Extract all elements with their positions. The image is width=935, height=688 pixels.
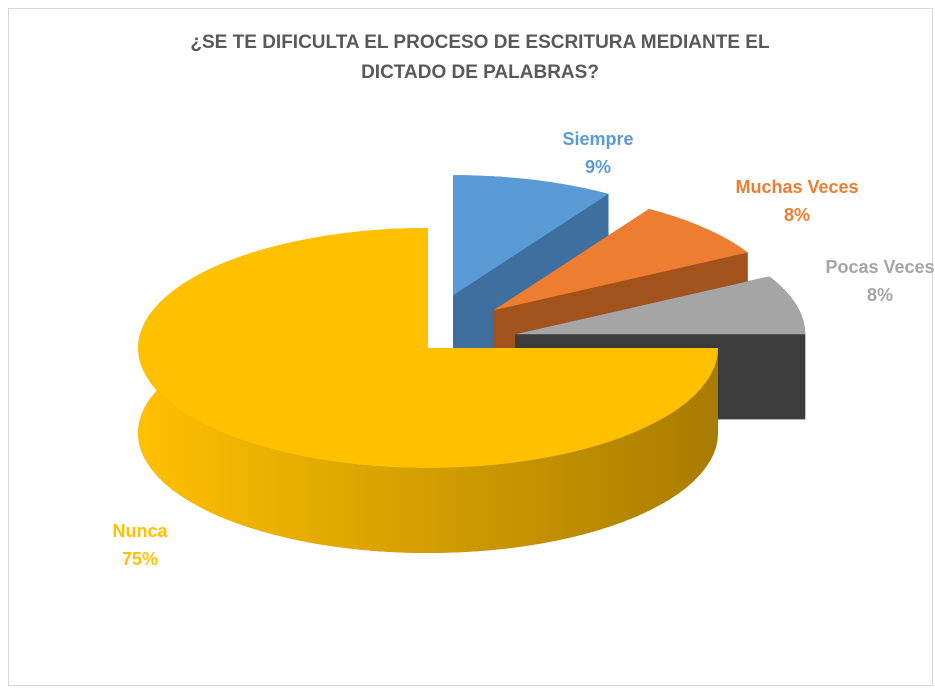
slice-label: Nunca: [112, 521, 168, 541]
slice-value-label: 8%: [784, 205, 810, 225]
chart-title: ¿SE TE DIFICULTA EL PROCESO DE ESCRITURA…: [190, 32, 770, 83]
slice: [138, 228, 719, 553]
slice-top: [138, 228, 719, 468]
slice-label: Siempre: [562, 129, 633, 149]
slice-value-label: 9%: [585, 157, 611, 177]
slice-top: [493, 209, 748, 311]
slice-label: Muchas Veces: [735, 177, 858, 197]
slice-value-label: 8%: [867, 285, 893, 305]
slice-value-label: 75%: [122, 549, 158, 569]
slice-top: [515, 276, 806, 335]
slice-label: Pocas Veces: [825, 257, 934, 277]
slice-top: [453, 175, 609, 296]
chart-border: [8, 8, 933, 686]
